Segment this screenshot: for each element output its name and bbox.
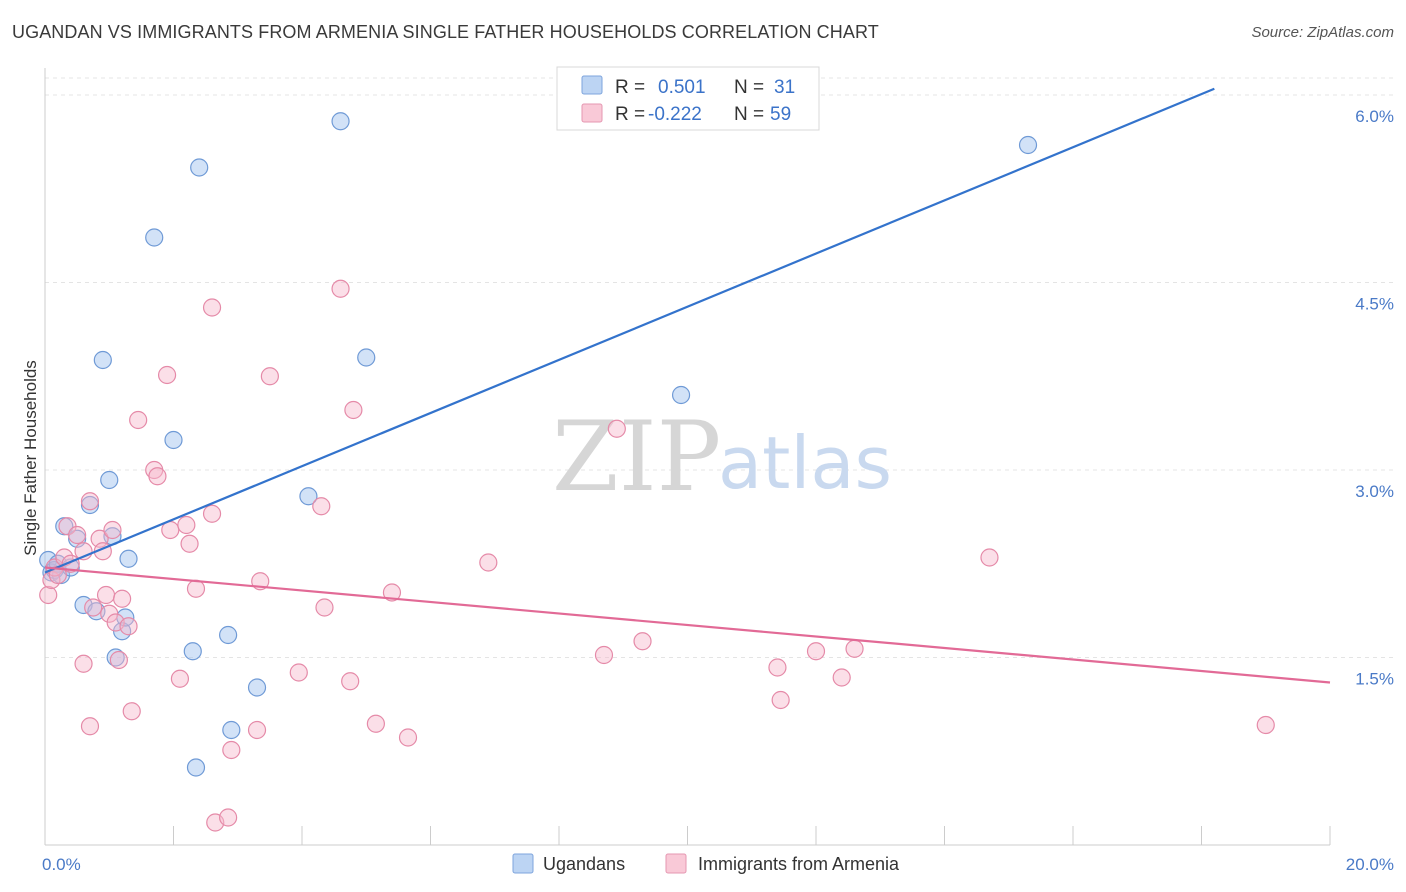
y-axis-label: Single Father Households bbox=[21, 360, 40, 556]
legend-swatch-ugandans-bottom bbox=[512, 853, 534, 874]
ugandan-point-27 bbox=[357, 348, 376, 367]
armenia-point-48 bbox=[398, 728, 418, 747]
y-tick-label-2: 4.5% bbox=[1355, 295, 1394, 314]
armenia-point-21 bbox=[119, 617, 138, 636]
armenia-point-50 bbox=[594, 645, 614, 665]
y-tick-label-3: 6.0% bbox=[1355, 107, 1394, 126]
ugandan-point-14 bbox=[106, 648, 125, 667]
armenia-point-32 bbox=[202, 504, 222, 523]
legend-label-ugandans: Ugandans bbox=[543, 854, 625, 874]
armenia-point-15 bbox=[96, 585, 116, 605]
armenia-point-25 bbox=[148, 467, 167, 486]
ugandan-point-17 bbox=[145, 228, 164, 247]
legend-label-armenia: Immigrants from Armenia bbox=[698, 854, 900, 874]
armenia-point-57 bbox=[845, 639, 864, 658]
ugandan-point-25 bbox=[299, 487, 318, 506]
legend-r-value-1: 0.501 bbox=[658, 77, 706, 98]
armenia-point-29 bbox=[177, 515, 196, 535]
armenia-point-55 bbox=[806, 642, 826, 661]
legend-n-value-2: 59 bbox=[770, 104, 791, 125]
chart-title: UGANDAN VS IMMIGRANTS FROM ARMENIA SINGL… bbox=[12, 22, 879, 42]
armenia-point-43 bbox=[331, 279, 350, 298]
armenia-point-40 bbox=[289, 663, 308, 682]
legend-n-label-1: N = bbox=[734, 77, 764, 98]
legend-r-value-2: -0.222 bbox=[648, 104, 702, 125]
legend-r-label-1: R = bbox=[615, 77, 645, 98]
armenia-point-52 bbox=[633, 632, 652, 651]
armenia-point-58 bbox=[980, 548, 999, 567]
armenia-point-39 bbox=[260, 367, 279, 386]
legend-n-value-1: 31 bbox=[774, 77, 795, 98]
x-tick-label-0: 0.0% bbox=[42, 855, 81, 874]
armenia-point-10 bbox=[80, 492, 100, 511]
x-tick-label-1: 20.0% bbox=[1346, 855, 1394, 874]
armenia-point-49 bbox=[479, 553, 498, 572]
armenia-point-23 bbox=[129, 410, 148, 430]
armenia-point-17 bbox=[103, 520, 122, 540]
ugandan-point-28 bbox=[671, 385, 691, 405]
armenia-point-47 bbox=[382, 583, 402, 602]
ugandan-point-11 bbox=[93, 350, 112, 370]
armenia-point-28 bbox=[170, 669, 190, 688]
grid-lines bbox=[45, 77, 1395, 658]
trend-lines bbox=[44, 87, 1331, 684]
ugandan-point-18 bbox=[164, 430, 183, 450]
ugandan-point-24 bbox=[247, 678, 267, 697]
legend-swatch-armenia-bottom bbox=[665, 853, 687, 874]
ugandan-point-20 bbox=[186, 758, 206, 777]
armenia-point-20 bbox=[112, 589, 132, 608]
armenia-point-42 bbox=[315, 598, 334, 617]
armenia-point-51 bbox=[607, 419, 626, 438]
armenia-point-19 bbox=[109, 650, 128, 670]
ugandan-point-16 bbox=[119, 549, 138, 568]
armenia-point-26 bbox=[157, 365, 177, 385]
watermark: ZIP atlas bbox=[552, 401, 892, 513]
ugandan-point-22 bbox=[219, 625, 238, 645]
y-tick-label-1: 3.0% bbox=[1355, 482, 1394, 501]
armenia-point-46 bbox=[366, 714, 385, 733]
correlation-legend: R = 0.501 N = 31 R = -0.222 N = 59 bbox=[556, 66, 820, 131]
armenia-point-36 bbox=[222, 740, 241, 760]
ugandan-point-26 bbox=[331, 112, 350, 131]
armenia-trend-line bbox=[44, 566, 1331, 684]
series-legend: Ugandans Immigrants from Armenia bbox=[512, 853, 900, 874]
armenia-point-35 bbox=[219, 808, 238, 827]
watermark-zip: ZIP bbox=[552, 401, 721, 513]
armenia-point-53 bbox=[768, 658, 787, 677]
y-tick-labels: 1.5% 3.0% 4.5% 6.0% bbox=[1355, 107, 1394, 689]
armenia-point-54 bbox=[771, 690, 790, 710]
armenia-point-0 bbox=[39, 585, 58, 605]
ugandan-trend-line bbox=[44, 87, 1215, 574]
legend-n-label-2: N = bbox=[734, 104, 764, 125]
source-label: Source: ZipAtlas.com bbox=[1251, 24, 1394, 41]
armenia-point-56 bbox=[832, 668, 851, 687]
armenia-point-41 bbox=[312, 497, 331, 516]
ugandan-point-19 bbox=[183, 642, 202, 661]
armenia-point-11 bbox=[84, 598, 103, 617]
armenia-point-31 bbox=[186, 579, 206, 598]
legend-swatch-armenia bbox=[581, 103, 603, 123]
axes bbox=[44, 68, 1331, 846]
data-points bbox=[39, 112, 1275, 832]
legend-r-label-2: R = bbox=[615, 104, 645, 125]
armenia-point-37 bbox=[247, 720, 267, 740]
watermark-atlas: atlas bbox=[718, 421, 892, 505]
legend-swatch-ugandans bbox=[581, 75, 603, 95]
armenia-point-9 bbox=[74, 654, 93, 673]
armenia-point-59 bbox=[1256, 715, 1275, 735]
armenia-point-22 bbox=[122, 702, 141, 721]
armenia-point-30 bbox=[180, 534, 199, 553]
x-tick-labels: 0.0% 20.0% bbox=[42, 855, 1394, 874]
armenia-point-12 bbox=[80, 717, 100, 736]
ugandan-point-23 bbox=[222, 720, 241, 740]
armenia-point-33 bbox=[202, 298, 222, 317]
ugandan-point-29 bbox=[1018, 135, 1038, 155]
ugandan-point-12 bbox=[100, 470, 119, 490]
y-tick-label-0: 1.5% bbox=[1355, 670, 1394, 689]
armenia-point-7 bbox=[68, 525, 87, 545]
armenia-point-45 bbox=[344, 400, 363, 420]
ugandan-point-21 bbox=[190, 158, 209, 177]
armenia-point-44 bbox=[341, 672, 360, 691]
